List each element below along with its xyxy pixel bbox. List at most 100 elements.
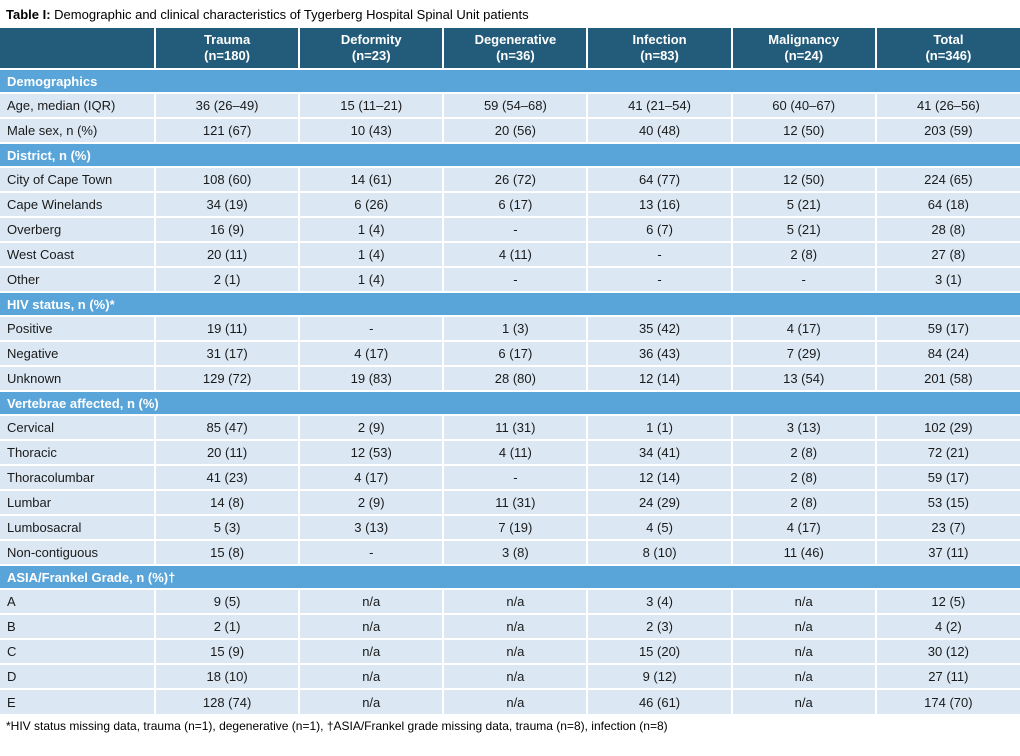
row-label: Thoracolumbar bbox=[0, 464, 156, 491]
column-name: Malignancy bbox=[768, 31, 840, 47]
cell-malignancy: 7 (29) bbox=[730, 340, 877, 367]
cell-degenerative: n/a bbox=[442, 638, 589, 665]
cell-infection: 46 (61) bbox=[586, 688, 733, 715]
cell-infection: 24 (29) bbox=[586, 489, 733, 516]
cell-total: 37 (11) bbox=[874, 539, 1020, 566]
cell-total: 23 (7) bbox=[874, 514, 1020, 541]
cell-deformity: 4 (17) bbox=[298, 464, 445, 491]
cell-degenerative: n/a bbox=[442, 688, 589, 715]
cell-infection: 1 (1) bbox=[586, 414, 733, 441]
cell-deformity: n/a bbox=[298, 688, 445, 715]
cell-trauma: 2 (1) bbox=[153, 266, 301, 293]
cell-total: 4 (2) bbox=[874, 613, 1020, 640]
cell-trauma: 19 (11) bbox=[153, 315, 301, 342]
cell-degenerative: 4 (11) bbox=[442, 439, 589, 466]
cell-deformity: - bbox=[298, 539, 445, 566]
cell-malignancy: 12 (50) bbox=[730, 117, 877, 144]
row-label: A bbox=[0, 588, 156, 615]
section-header-row: HIV status, n (%)* bbox=[0, 291, 1020, 317]
cell-infection: 34 (41) bbox=[586, 439, 733, 466]
corner-cell bbox=[0, 27, 156, 70]
column-header-degenerative: Degenerative (n=36) bbox=[442, 27, 589, 70]
cell-total: 64 (18) bbox=[874, 191, 1020, 218]
cell-total: 102 (29) bbox=[874, 414, 1020, 441]
cell-degenerative: - bbox=[442, 216, 589, 243]
column-count: (n=346) bbox=[925, 48, 972, 63]
cell-total: 224 (65) bbox=[874, 166, 1020, 193]
cell-trauma: 85 (47) bbox=[153, 414, 301, 441]
row-label: Cape Winelands bbox=[0, 191, 156, 218]
cell-total: 41 (26–56) bbox=[874, 92, 1020, 119]
cell-degenerative: 59 (54–68) bbox=[442, 92, 589, 119]
cell-degenerative: 26 (72) bbox=[442, 166, 589, 193]
cell-degenerative: 11 (31) bbox=[442, 414, 589, 441]
table-row: D 18 (10) n/a n/a 9 (12) n/a 27 (11) bbox=[0, 663, 1020, 690]
table-body: Demographics Age, median (IQR) 36 (26–49) 1… bbox=[0, 68, 1020, 715]
table-row: Age, median (IQR) 36 (26–49) 15 (11–21) 59 … bbox=[0, 92, 1020, 119]
cell-total: 59 (17) bbox=[874, 464, 1020, 491]
section-header-row: ASIA/Frankel Grade, n (%)† bbox=[0, 564, 1020, 590]
cell-deformity: 19 (83) bbox=[298, 365, 445, 392]
cell-trauma: 15 (9) bbox=[153, 638, 301, 665]
cell-infection: 2 (3) bbox=[586, 613, 733, 640]
section-header-label: Vertebrae affected, n (%) bbox=[0, 390, 1020, 416]
cell-malignancy: 2 (8) bbox=[730, 241, 877, 268]
table-row: West Coast 20 (11) 1 (4) 4 (11) -2 (8) 27 (8) bbox=[0, 241, 1020, 268]
cell-trauma: 36 (26–49) bbox=[153, 92, 301, 119]
cell-malignancy: 2 (8) bbox=[730, 464, 877, 491]
column-name: Degenerative bbox=[474, 31, 557, 47]
cell-trauma: 121 (67) bbox=[153, 117, 301, 144]
row-label: Negative bbox=[0, 340, 156, 367]
cell-infection: 41 (21–54) bbox=[586, 92, 733, 119]
cell-malignancy: 13 (54) bbox=[730, 365, 877, 392]
cell-malignancy: n/a bbox=[730, 613, 877, 640]
cell-deformity: 2 (9) bbox=[298, 489, 445, 516]
cell-degenerative: n/a bbox=[442, 613, 589, 640]
cell-infection: - bbox=[586, 266, 733, 293]
cell-total: 59 (17) bbox=[874, 315, 1020, 342]
cell-infection: 9 (12) bbox=[586, 663, 733, 690]
cell-degenerative: 1 (3) bbox=[442, 315, 589, 342]
cell-total: 84 (24) bbox=[874, 340, 1020, 367]
cell-degenerative: - bbox=[442, 266, 589, 293]
cell-trauma: 20 (11) bbox=[153, 241, 301, 268]
cell-degenerative: 7 (19) bbox=[442, 514, 589, 541]
row-label: D bbox=[0, 663, 156, 690]
cell-trauma: 129 (72) bbox=[153, 365, 301, 392]
section-header-label: Demographics bbox=[0, 68, 1020, 94]
table-title: Table I: Demographic and clinical charac… bbox=[0, 0, 1020, 28]
table-row: Other 2 (1) 1 (4) - - -3 (1) bbox=[0, 266, 1020, 293]
column-count: (n=180) bbox=[204, 48, 251, 63]
table-row: C 15 (9) n/a n/a 15 (20) n/a 30 (12) bbox=[0, 638, 1020, 665]
column-header-deformity: Deformity (n=23) bbox=[298, 27, 445, 70]
row-label: Thoracic bbox=[0, 439, 156, 466]
cell-trauma: 34 (19) bbox=[153, 191, 301, 218]
cell-deformity: n/a bbox=[298, 613, 445, 640]
cell-infection: 15 (20) bbox=[586, 638, 733, 665]
column-count: (n=83) bbox=[640, 48, 679, 63]
cell-trauma: 5 (3) bbox=[153, 514, 301, 541]
cell-deformity: 14 (61) bbox=[298, 166, 445, 193]
cell-malignancy: 4 (17) bbox=[730, 315, 877, 342]
cell-trauma: 20 (11) bbox=[153, 439, 301, 466]
cell-infection: - bbox=[586, 241, 733, 268]
cell-total: 174 (70) bbox=[874, 688, 1020, 715]
cell-trauma: 128 (74) bbox=[153, 688, 301, 715]
row-label: Positive bbox=[0, 315, 156, 342]
cell-malignancy: 5 (21) bbox=[730, 216, 877, 243]
cell-deformity: 15 (11–21) bbox=[298, 92, 445, 119]
cell-infection: 3 (4) bbox=[586, 588, 733, 615]
cell-degenerative: n/a bbox=[442, 663, 589, 690]
cell-degenerative: 4 (11) bbox=[442, 241, 589, 268]
table-row: Lumbosacral 5 (3) 3 (13) 7 (19) 4 (5) 4 (17) 2… bbox=[0, 514, 1020, 541]
cell-malignancy: 2 (8) bbox=[730, 439, 877, 466]
table-row: Thoracolumbar 41 (23) 4 (17) -12 (14) 2 (8) 5… bbox=[0, 464, 1020, 491]
row-label: Other bbox=[0, 266, 156, 293]
cell-infection: 64 (77) bbox=[586, 166, 733, 193]
cell-malignancy: 5 (21) bbox=[730, 191, 877, 218]
cell-degenerative: 3 (8) bbox=[442, 539, 589, 566]
table-row: Male sex, n (%) 121 (67) 10 (43) 20 (56) 40 … bbox=[0, 117, 1020, 144]
cell-malignancy: 2 (8) bbox=[730, 489, 877, 516]
